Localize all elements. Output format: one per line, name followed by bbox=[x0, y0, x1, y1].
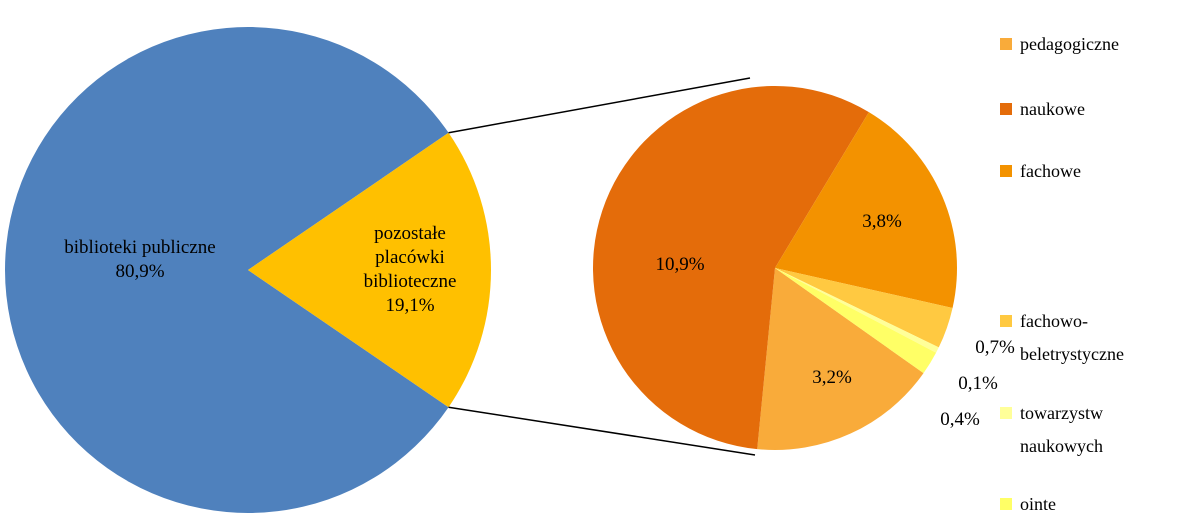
pie-slice bbox=[775, 112, 958, 308]
data-label: 3,8% bbox=[862, 210, 902, 234]
connector bbox=[448, 406, 756, 456]
slice-value: 0,7% bbox=[975, 337, 1015, 358]
legend-item: towarzystw naukowych bbox=[1000, 397, 1200, 463]
data-label: 10,9% bbox=[655, 253, 704, 277]
slice-name: biblioteki publiczne bbox=[64, 237, 216, 258]
pie-slice bbox=[4, 26, 449, 513]
legend-item: naukowe bbox=[1000, 93, 1200, 126]
slice-name: pozostałe placówki biblioteczne bbox=[363, 223, 457, 292]
legend-item: ointe bbox=[1000, 488, 1200, 521]
slice-value: 3,8% bbox=[862, 211, 902, 232]
pie-slice bbox=[775, 268, 937, 374]
legend-label: naukowe bbox=[1020, 99, 1085, 119]
slice-value: 0,1% bbox=[958, 373, 998, 394]
slice-value: 0,4% bbox=[940, 409, 980, 430]
pie-slice bbox=[775, 268, 953, 348]
pie-slice bbox=[593, 86, 869, 450]
data-label: 0,1% bbox=[958, 372, 998, 396]
data-label: 3,2% bbox=[812, 366, 852, 390]
legend-label: ointe bbox=[1020, 494, 1056, 514]
pie-slice bbox=[775, 268, 939, 353]
data-label: pozostałe placówki biblioteczne 19,1% bbox=[340, 222, 480, 318]
data-label: 0,4% bbox=[940, 408, 980, 432]
slice-value: 80,9% bbox=[115, 261, 165, 282]
legend-item: pedagogiczne bbox=[1000, 28, 1200, 61]
slice-value: 10,9% bbox=[655, 254, 705, 275]
data-label: biblioteki publiczne 80,9% bbox=[20, 236, 260, 284]
legend-swatch bbox=[1000, 165, 1012, 177]
pie-slice bbox=[757, 268, 924, 450]
legend-item: fachowe bbox=[1000, 155, 1200, 188]
legend-label: fachowo-beletrystyczne bbox=[1020, 311, 1124, 364]
pie-slice bbox=[248, 132, 491, 408]
legend-label: fachowe bbox=[1020, 161, 1081, 181]
connector bbox=[448, 77, 751, 134]
legend-label: pedagogiczne bbox=[1020, 34, 1119, 54]
data-label: 0,7% bbox=[975, 336, 1015, 360]
legend-swatch bbox=[1000, 498, 1012, 510]
legend-swatch bbox=[1000, 315, 1012, 327]
legend-swatch bbox=[1000, 38, 1012, 50]
legend-swatch bbox=[1000, 407, 1012, 419]
legend-swatch bbox=[1000, 103, 1012, 115]
legend-item: fachowo-beletrystyczne bbox=[1000, 305, 1200, 371]
slice-value: 3,2% bbox=[812, 367, 852, 388]
legend-label: towarzystw naukowych bbox=[1020, 403, 1103, 456]
slice-value: 19,1% bbox=[385, 295, 435, 316]
